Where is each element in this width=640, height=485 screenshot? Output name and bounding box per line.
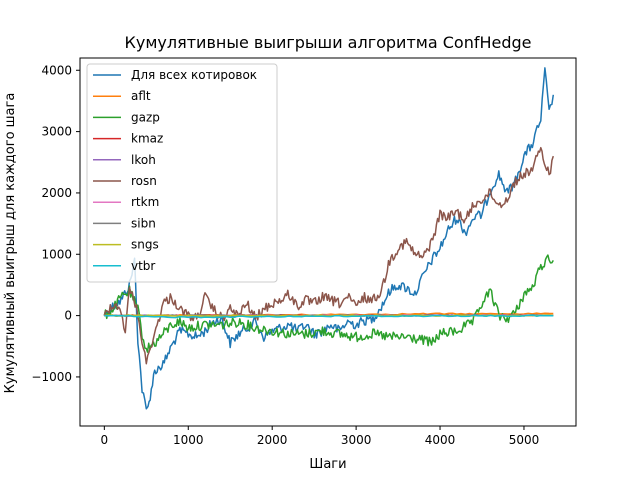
legend-label: vtbr — [131, 259, 155, 273]
y-tick-label: 3000 — [41, 125, 72, 139]
x-axis-label: Шаги — [309, 457, 346, 472]
series-line-gazp — [103, 254, 554, 353]
x-tick-label: 1000 — [173, 433, 204, 447]
y-tick-label: −1000 — [31, 370, 72, 384]
legend-box — [86, 63, 278, 283]
plot-frame — [79, 57, 577, 427]
plot-area: 0 1000 2000 3000 4000 5000 −1000 0 1000 2000 3000 4… — [31, 57, 577, 447]
x-tick-label: 0 — [101, 433, 109, 447]
legend-label: sngs — [131, 238, 159, 252]
series-line-Для всех котировок — [104, 67, 555, 410]
y-axis-label: Кумулятивный выигрыш для каждого шага — [3, 93, 18, 394]
x-tick-label: 3000 — [341, 433, 372, 447]
series-group — [103, 67, 555, 410]
x-tick-label: 4000 — [425, 433, 456, 447]
legend-label: aflt — [131, 89, 151, 103]
legend-label: Для всех котировок — [131, 68, 257, 82]
legend-label: kmaz — [131, 132, 163, 146]
legend-label: rosn — [131, 174, 157, 188]
y-tick-label: 4000 — [41, 63, 72, 77]
y-tick-label: 1000 — [41, 247, 72, 261]
legend-label: lkoh — [131, 153, 156, 167]
legend-label: gazp — [131, 110, 160, 124]
series-line-vtbr — [104, 314, 554, 319]
chart-title: Кумулятивные выигрыши алгоритма ConfHedg… — [125, 33, 532, 52]
y-tick-label: 0 — [64, 309, 72, 323]
x-tick-label: 2000 — [257, 433, 288, 447]
y-tick-label: 2000 — [41, 186, 72, 200]
x-tick-label: 5000 — [509, 433, 540, 447]
legend: Для всех котировок aflt gazp kmaz lkoh rosn rt… — [86, 63, 278, 283]
series-line-rosn — [103, 146, 555, 365]
legend-label: sibn — [131, 216, 156, 230]
legend-label: rtkm — [131, 195, 159, 209]
